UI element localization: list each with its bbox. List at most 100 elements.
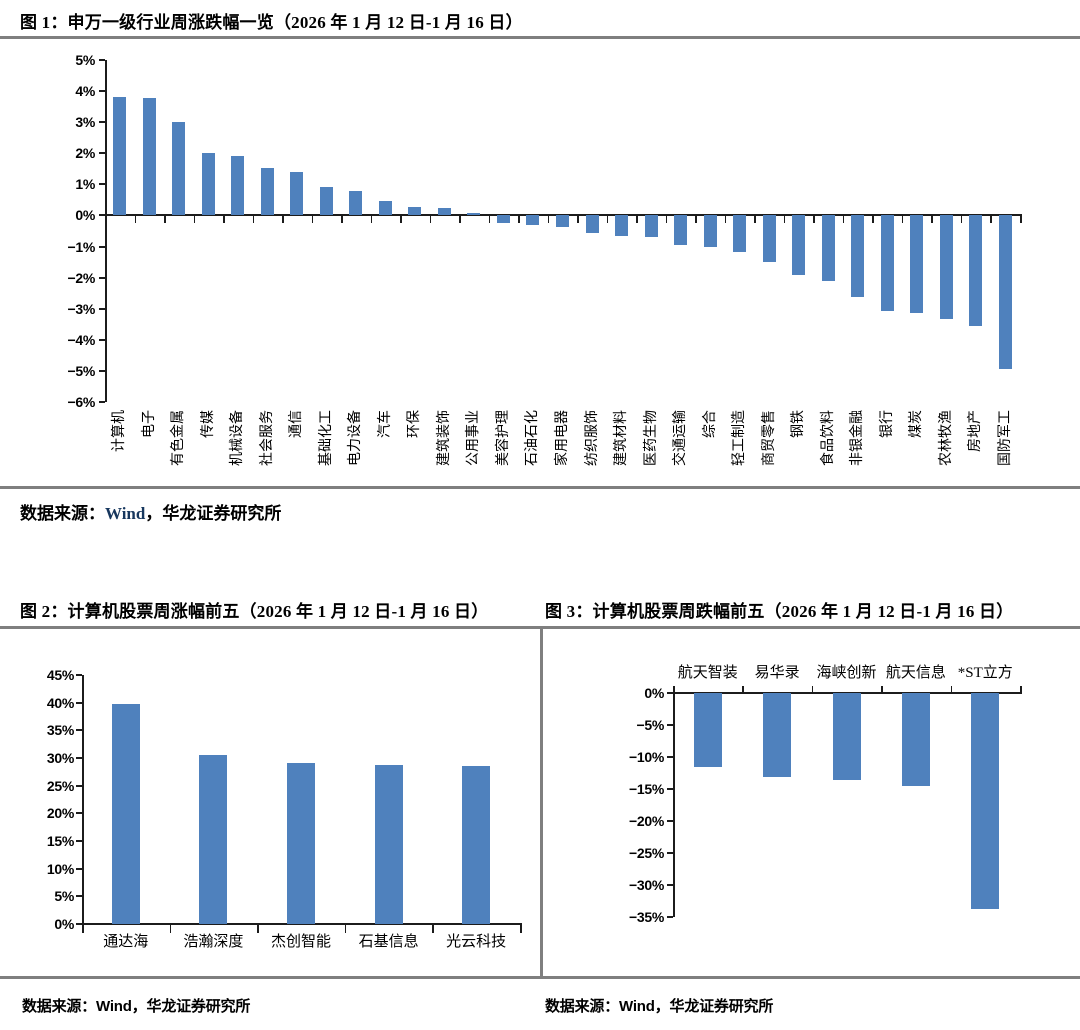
category-label: 基础化工 [318,410,335,505]
y-axis-label: −10% [629,749,664,765]
y-axis-label: −15% [629,781,664,797]
y-axis-label: −30% [629,877,664,893]
y-axis-label: 45% [46,667,74,683]
y-axis-label: 35% [46,722,74,739]
bar [832,693,861,781]
bar [792,215,806,276]
bar [880,215,894,311]
x-axis-tick [282,216,284,224]
y-axis-line [82,675,84,924]
x-axis-tick [724,216,727,224]
category-label: 航天智装 [677,665,738,681]
y-axis-tick [667,756,673,758]
y-axis-label: 25% [46,777,74,794]
y-axis-tick [99,307,105,310]
x-axis-tick [842,216,845,224]
category-label: 综合 [702,410,719,505]
x-axis-tick [432,925,434,933]
category-label: 非银金融 [849,410,866,505]
y-axis-tick [76,784,82,787]
x-axis-tick [881,686,883,692]
source-prefix: 数据来源： [545,998,620,1015]
bar [142,97,156,216]
category-label-text: 煤炭 [909,410,925,438]
source-wind: Wind [96,998,132,1015]
figure3-title: 图 3：计算机股票周跌幅前五（2026 年 1 月 12 日-1 月 16 日） [545,602,1014,621]
x-axis-tick [1020,686,1022,692]
category-label-text: 国防军工 [997,410,1013,466]
category-label-text: 钢铁 [791,410,807,438]
y-axis-label: 0% [644,685,664,701]
category-label: 食品饮料 [820,410,837,505]
category-label: 机械设备 [229,410,246,505]
figure2-title: 图 2：计算机股票周涨幅前五（2026 年 1 月 12 日-1 月 16 日） [20,602,489,621]
bar [939,215,953,319]
bar [969,215,983,326]
bar [260,168,274,216]
category-label: 易华录 [754,665,800,681]
category-label: 轻工制造 [731,410,748,505]
bar [201,152,215,216]
bar [231,156,245,216]
category-label-text: 通信 [289,410,305,438]
x-axis-tick [547,216,550,224]
y-axis-label: −6% [67,394,95,410]
category-label: 海峡创新 [816,665,877,681]
category-label-text: 电力设备 [348,410,364,466]
category-label-text: 交通运输 [673,410,689,466]
category-label-text: 公用事业 [466,410,482,466]
category-label-text: 石油石化 [525,410,541,466]
x-axis-tick [400,216,402,224]
divider-vertical-between-charts [540,626,543,979]
bar [703,215,717,248]
y-axis-tick [99,401,105,403]
bar [615,215,629,236]
y-axis-label: 3% [75,114,95,131]
bar [762,215,776,263]
y-axis-label: 5% [75,52,95,68]
y-axis-tick [76,840,82,842]
bar [998,215,1012,370]
category-label: 有色金属 [170,410,187,505]
bar [585,215,599,234]
figure2-source: 数据来源：Wind，华龙证券研究所 [22,995,250,1016]
y-axis-tick [99,152,105,155]
bar [851,215,865,298]
category-label-text: 非银金融 [850,410,866,466]
x-axis-tick [169,925,172,933]
category-label: 电子 [141,410,158,505]
x-axis-tick [931,216,933,224]
bar [526,215,540,225]
y-axis-tick [99,59,105,61]
category-label: 石油石化 [524,410,541,505]
x-axis-tick [695,216,697,224]
x-axis-tick [665,216,668,224]
y-axis-tick [76,701,82,704]
y-axis-tick [76,867,82,870]
category-label-text: 美容护理 [495,410,511,466]
y-axis-tick [99,276,105,279]
x-axis-tick [370,216,373,224]
category-label-text: 社会服务 [259,410,275,466]
category-label-text: 轻工制造 [732,410,748,466]
bar [462,766,491,924]
x-axis-tick [673,686,675,692]
x-axis-tick [783,216,786,224]
x-axis-tick [950,686,953,692]
category-label-text: 建筑装饰 [436,410,452,466]
divider-under-chart1 [0,486,1080,489]
category-label: 建筑装饰 [436,410,453,505]
bar [496,215,510,223]
category-label: 国防军工 [997,410,1014,505]
y-axis-tick [99,338,105,341]
category-label: 石基信息 [358,934,419,950]
y-axis-label: −25% [629,845,664,861]
x-axis-tick [636,216,638,224]
y-axis-tick [99,214,105,217]
y-axis-tick [99,90,105,93]
category-label-text: 电子 [141,410,157,438]
x-axis-tick [429,216,432,224]
bar [556,215,569,228]
y-axis-label: −20% [629,813,664,829]
y-axis-tick [76,757,82,759]
